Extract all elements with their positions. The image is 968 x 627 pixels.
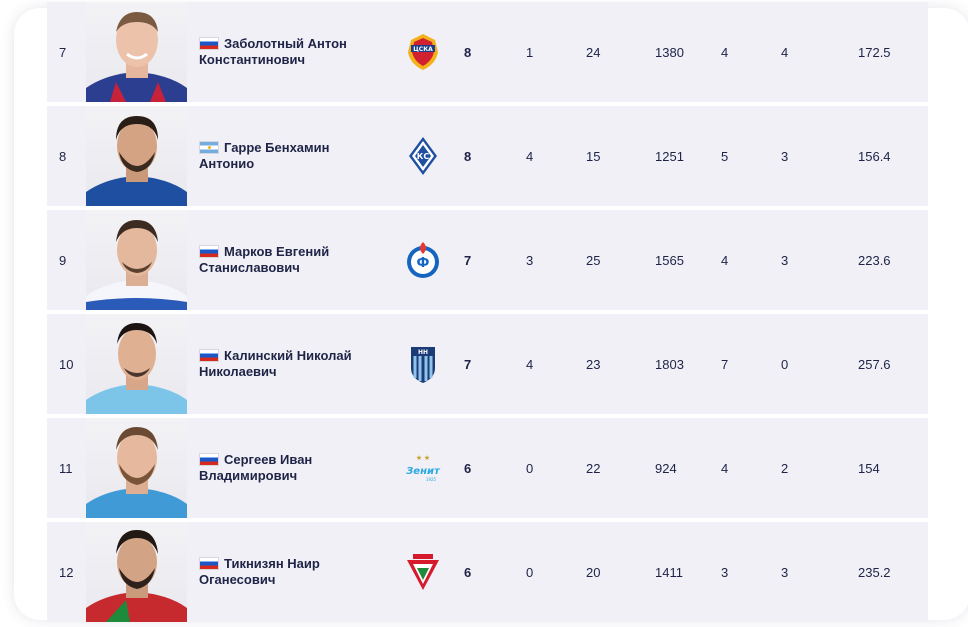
player-name[interactable]: Калинский Николай Николаевич xyxy=(199,314,399,414)
games-cell: 8 xyxy=(464,148,472,164)
player-name-line2: Николаевич xyxy=(199,364,277,379)
zenit-logo-icon[interactable]: ★ ★ Зенит 1925 xyxy=(403,448,443,488)
stat-cell-3: 1411 xyxy=(655,564,683,580)
fakel-logo-icon[interactable]: Ф xyxy=(403,240,443,280)
stat-cell-5: 2 xyxy=(781,460,789,476)
pari-nn-logo-text: НН xyxy=(418,349,428,356)
player-photo[interactable] xyxy=(86,106,187,206)
stat-cell-5: 4 xyxy=(781,44,789,60)
stat-cell-1: 4 xyxy=(526,148,534,164)
player-name-line2: Станиславович xyxy=(199,260,300,275)
stat-cell-1: 3 xyxy=(526,252,534,268)
stat-cell-2: 20 xyxy=(586,564,601,580)
krylia-sovetov-logo-icon[interactable]: КС xyxy=(403,136,443,176)
player-name-line1: Гарре Бенхамин xyxy=(224,140,330,155)
player-name[interactable]: Марков Евгений Станиславович xyxy=(199,210,399,310)
table-row[interactable]: 7 Заболотный Антон Константинович xyxy=(47,2,928,102)
player-name-line2: Владимирович xyxy=(199,468,298,483)
russia-flag-icon xyxy=(199,245,219,258)
player-name-line2: Оганесович xyxy=(199,572,276,587)
average-cell: 257.6 xyxy=(858,356,891,372)
stat-cell-5: 3 xyxy=(781,252,789,268)
stat-cell-4: 7 xyxy=(721,356,729,372)
stat-cell-4: 4 xyxy=(721,252,729,268)
rank-cell: 12 xyxy=(59,564,74,580)
player-name[interactable]: Тикнизян Наир Оганесович xyxy=(199,522,399,622)
rank-cell: 11 xyxy=(59,460,73,476)
stat-cell-2: 22 xyxy=(586,460,601,476)
russia-flag-icon xyxy=(199,37,219,50)
rank-cell: 10 xyxy=(59,356,74,372)
stat-cell-1: 0 xyxy=(526,460,534,476)
player-name-line2: Антонио xyxy=(199,156,255,171)
average-cell: 156.4 xyxy=(858,148,891,164)
player-name-line1: Сергеев Иван xyxy=(224,452,313,467)
stat-cell-4: 4 xyxy=(721,460,729,476)
average-cell: 235.2 xyxy=(858,564,891,580)
player-photo[interactable] xyxy=(86,418,187,518)
games-cell: 8 xyxy=(464,44,472,60)
cska-logo-text: ЦСКА xyxy=(413,46,433,53)
table-row[interactable]: 11 Сергеев Иван Владимирович ★ xyxy=(47,418,928,518)
svg-text:★: ★ xyxy=(416,454,422,462)
table-row[interactable]: 8 Гарре Бенхамин Антонио xyxy=(47,106,928,206)
games-cell: 7 xyxy=(464,252,472,268)
average-cell: 154 xyxy=(858,460,880,476)
player-name[interactable]: Сергеев Иван Владимирович xyxy=(199,418,399,518)
rank-cell: 7 xyxy=(59,44,67,60)
rank-cell: 9 xyxy=(59,252,67,268)
rating-table-card: 7 Заболотный Антон Константинович xyxy=(14,2,968,622)
russia-flag-icon xyxy=(199,557,219,570)
stat-cell-5: 3 xyxy=(781,564,789,580)
stat-cell-3: 1380 xyxy=(655,44,684,60)
player-photo[interactable] xyxy=(86,2,187,102)
table-row[interactable]: 9 Марков Евгений Станиславович xyxy=(47,210,928,310)
stat-cell-1: 1 xyxy=(526,44,534,60)
stat-cell-2: 15 xyxy=(586,148,601,164)
player-name[interactable]: Заболотный Антон Константинович xyxy=(199,2,399,102)
stat-cell-5: 3 xyxy=(781,148,789,164)
stat-cell-2: 24 xyxy=(586,44,601,60)
stat-cell-5: 0 xyxy=(781,356,789,372)
stat-cell-2: 23 xyxy=(586,356,601,372)
lokomotiv-logo-icon[interactable] xyxy=(403,552,443,592)
russia-flag-icon xyxy=(199,349,219,362)
average-cell: 223.6 xyxy=(858,252,891,268)
krylia-logo-text: КС xyxy=(417,152,430,161)
cska-logo-icon[interactable]: ЦСКА xyxy=(403,32,443,72)
argentina-flag-icon xyxy=(199,141,219,154)
stat-cell-4: 3 xyxy=(721,564,729,580)
zenit-logo-text: Зенит xyxy=(406,466,441,477)
pari-nn-logo-icon[interactable]: НН xyxy=(403,344,443,384)
stat-cell-2: 25 xyxy=(586,252,601,268)
player-photo[interactable] xyxy=(86,522,187,622)
rank-cell: 8 xyxy=(59,148,67,164)
stat-cell-3: 924 xyxy=(655,460,677,476)
player-name-line1: Тикнизян Наир xyxy=(224,556,320,571)
player-name-line1: Калинский Николай xyxy=(224,348,352,363)
stat-cell-4: 4 xyxy=(721,44,729,60)
russia-flag-icon xyxy=(199,453,219,466)
stat-cell-4: 5 xyxy=(721,148,729,164)
table-row[interactable]: 10 Калинский Николай Николаевич xyxy=(47,314,928,414)
average-cell: 172.5 xyxy=(858,44,891,60)
svg-text:★: ★ xyxy=(424,454,430,462)
stat-cell-3: 1565 xyxy=(655,252,684,268)
table-row[interactable]: 12 Тикнизян Наир Оганесович xyxy=(47,522,928,622)
fakel-logo-text: Ф xyxy=(417,256,430,271)
games-cell: 6 xyxy=(464,564,472,580)
player-photo[interactable] xyxy=(86,210,187,310)
player-name-line2: Константинович xyxy=(199,52,306,67)
games-cell: 6 xyxy=(464,460,472,476)
zenit-logo-year: 1925 xyxy=(426,477,437,482)
games-cell: 7 xyxy=(464,356,472,372)
player-name-line1: Марков Евгений xyxy=(224,244,330,259)
stat-cell-1: 0 xyxy=(526,564,534,580)
player-photo[interactable] xyxy=(86,314,187,414)
stat-cell-3: 1251 xyxy=(655,148,684,164)
stat-cell-1: 4 xyxy=(526,356,534,372)
stat-cell-3: 1803 xyxy=(655,356,684,372)
player-name[interactable]: Гарре Бенхамин Антонио xyxy=(199,106,399,206)
player-name-line1: Заболотный Антон xyxy=(224,36,347,51)
